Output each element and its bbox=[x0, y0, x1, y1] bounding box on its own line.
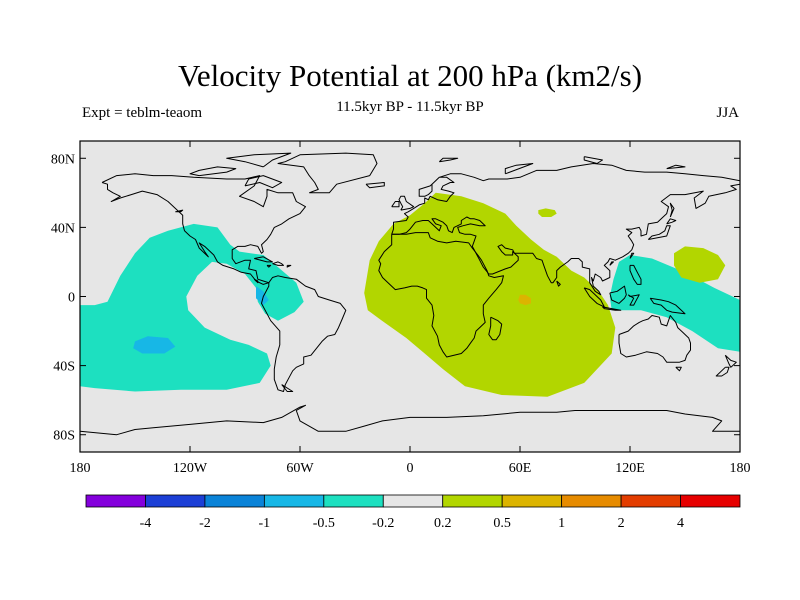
x-tick-label: 180 bbox=[70, 461, 91, 476]
y-tick-label: 40N bbox=[51, 221, 75, 236]
coastline-35 bbox=[724, 354, 737, 368]
colorbar-label: -1 bbox=[259, 516, 271, 531]
x-tick-label: 120E bbox=[615, 461, 645, 476]
coastline-37 bbox=[488, 316, 503, 341]
region-africa-asia-positive bbox=[364, 192, 616, 397]
coastline-11 bbox=[365, 182, 385, 189]
colorbar-box bbox=[442, 494, 503, 508]
coastline-17 bbox=[253, 278, 259, 284]
colorbar-box bbox=[204, 494, 265, 508]
y-tick-label: 80N bbox=[51, 152, 75, 167]
coastline-10 bbox=[391, 201, 400, 208]
colorbar-label: -0.5 bbox=[313, 516, 335, 531]
chart-title: Velocity Potential at 200 hPa (km2/s) bbox=[178, 58, 642, 93]
coastline-2 bbox=[378, 232, 504, 358]
colorbar-box bbox=[85, 494, 146, 508]
coastline-19 bbox=[504, 163, 534, 175]
colorbar-box bbox=[620, 494, 681, 508]
x-tick-label: 60W bbox=[286, 461, 314, 476]
coastline-21 bbox=[666, 164, 686, 170]
colorbar-label: 0.2 bbox=[434, 516, 452, 531]
colorbar: -4 -2 -1 -0.5 -0.2 0.2 0.5 1 2 4 bbox=[85, 494, 741, 531]
colorbar-box bbox=[501, 494, 563, 508]
colorbar-label: -0.2 bbox=[372, 516, 394, 531]
region-africa-mid bbox=[518, 294, 531, 306]
coastlines bbox=[80, 152, 740, 436]
x-axis: 180 120W 60W 0 60E 120E 180 bbox=[70, 141, 751, 476]
y-axis: 80N 40N 0 40S 80S bbox=[51, 152, 740, 444]
colorbar-box bbox=[382, 494, 444, 508]
x-tick-label: 120W bbox=[173, 461, 208, 476]
coastline-18 bbox=[438, 157, 459, 163]
coastline-27 bbox=[629, 264, 642, 285]
period-label: 11.5kyr BP - 11.5kyr BP bbox=[336, 99, 484, 115]
region-central-asia-positive bbox=[538, 208, 557, 217]
coastline-13 bbox=[226, 152, 292, 168]
coastline-1 bbox=[261, 275, 347, 392]
colorbar-label: -2 bbox=[199, 516, 211, 531]
x-tick-label: 180 bbox=[730, 461, 751, 476]
coastline-38 bbox=[556, 280, 561, 287]
coastline-34 bbox=[675, 366, 682, 372]
coastline-40 bbox=[281, 384, 294, 392]
coastline-5 bbox=[272, 261, 284, 266]
region-northwest-pacific-positive bbox=[674, 246, 726, 283]
coastline-39 bbox=[80, 404, 740, 436]
coastline-32 bbox=[649, 297, 686, 315]
colorbar-label: 0.5 bbox=[493, 516, 511, 531]
coastline-12 bbox=[277, 152, 378, 194]
coastline-15 bbox=[244, 175, 283, 189]
colorbar-box bbox=[323, 494, 384, 508]
coastline-23 bbox=[647, 225, 671, 240]
coastline-29 bbox=[602, 306, 622, 311]
region-east-pacific-mid bbox=[133, 336, 176, 354]
coastline-7 bbox=[266, 264, 272, 268]
colorbar-label: 2 bbox=[618, 516, 625, 531]
experiment-label: Expt = teblm-teaom bbox=[82, 105, 202, 121]
coastline-33 bbox=[618, 315, 691, 363]
coastline-20 bbox=[583, 156, 603, 164]
coastline-26 bbox=[609, 261, 614, 266]
colorbar-box bbox=[561, 494, 622, 508]
x-tick-label: 0 bbox=[407, 461, 414, 476]
x-tick-label: 60E bbox=[509, 461, 532, 476]
colorbar-box bbox=[263, 494, 325, 508]
colorbar-label: 4 bbox=[677, 516, 684, 531]
colorbar-box bbox=[680, 494, 741, 508]
coastline-4 bbox=[391, 183, 740, 296]
coastline-22 bbox=[669, 202, 675, 218]
coastline-16 bbox=[175, 209, 184, 213]
season-label: JJA bbox=[716, 105, 739, 121]
coastline-30 bbox=[609, 285, 627, 304]
colorbar-box bbox=[145, 494, 206, 508]
coastline-9 bbox=[398, 195, 415, 211]
coastline-14 bbox=[189, 166, 237, 177]
y-tick-label: 80S bbox=[53, 429, 75, 444]
coastline-8 bbox=[286, 264, 292, 268]
coastline-36 bbox=[715, 366, 730, 377]
region-west-pacific-negative bbox=[609, 255, 740, 352]
coastline-31 bbox=[627, 294, 640, 306]
colorbar-label: 1 bbox=[558, 516, 565, 531]
y-tick-label: 0 bbox=[68, 291, 75, 306]
colorbar-label: -4 bbox=[140, 516, 152, 531]
coastline-6 bbox=[254, 256, 273, 263]
coastline-25 bbox=[629, 252, 635, 259]
coastline-0 bbox=[101, 173, 306, 285]
coastline-24 bbox=[666, 218, 677, 225]
contour-regions bbox=[80, 192, 740, 397]
region-central-america-mid bbox=[256, 286, 269, 306]
map-layer bbox=[80, 152, 740, 436]
y-tick-label: 40S bbox=[53, 360, 75, 375]
coastline-3 bbox=[391, 163, 740, 235]
